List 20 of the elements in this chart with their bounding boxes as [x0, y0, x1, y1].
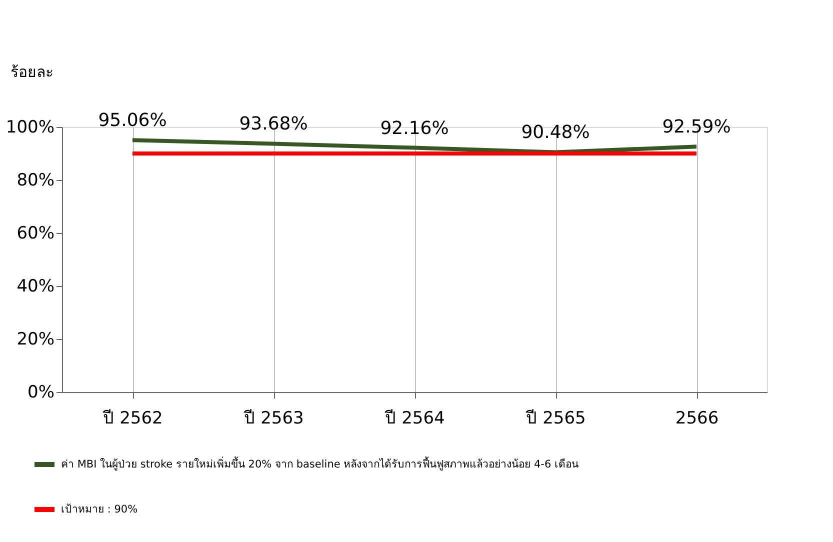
y-tick-label: 100%: [6, 118, 54, 138]
x-tick-label: ปี 2564: [384, 408, 445, 428]
data-label: 92.59%: [662, 116, 731, 138]
legend-label: เป้าหมาย : 90%: [61, 504, 138, 516]
line-series: [130, 138, 698, 154]
data-label: 93.68%: [239, 114, 308, 135]
data-label: 90.48%: [521, 122, 590, 144]
data-label: 92.16%: [380, 118, 449, 139]
x-tick-label: 2566: [675, 408, 719, 428]
x-tick-label: ปี 2562: [102, 408, 163, 428]
x-tick-label: ปี 2563: [243, 408, 304, 428]
y-tick-label: 0%: [28, 382, 54, 402]
y-axis-title: ร้อยละ: [10, 63, 54, 81]
x-tick-label: ปี 2565: [525, 408, 586, 428]
y-tick-label: 60%: [16, 224, 54, 244]
y-tick-label: 80%: [16, 170, 54, 190]
y-tick-label: 40%: [16, 276, 54, 296]
legend-label: ค่า MBI ในผู้ป่วย stroke รายใหม่เพิ่มขึ้น 20% จาก baseline หลังจากได้รับการฟื้นฟูสภาพแล้วอย่างน้อย 4-6 เดือน: [61, 456, 578, 470]
data-label: 95.06%: [98, 110, 167, 132]
y-tick-label: 20%: [16, 330, 54, 350]
